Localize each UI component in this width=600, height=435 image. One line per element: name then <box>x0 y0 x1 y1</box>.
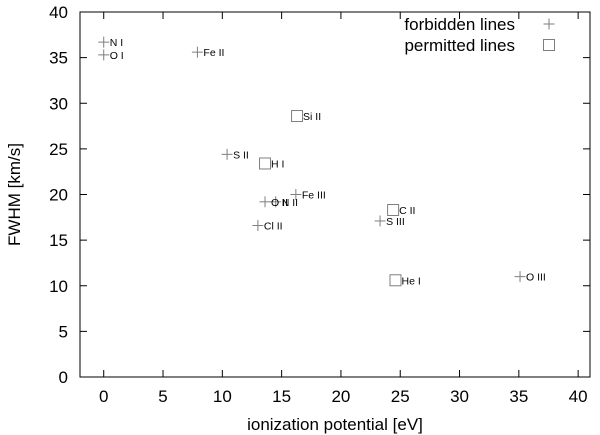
point-label: N I <box>110 37 123 49</box>
y-tick-label: 40 <box>49 3 68 22</box>
legend: forbidden lines permitted lines <box>404 15 555 55</box>
y-axis-title: FWHM [km/s] <box>5 143 24 246</box>
x-tick-label: 35 <box>509 387 528 406</box>
x-axis-title: ionization potential [eV] <box>247 415 423 434</box>
x-tick-label: 40 <box>569 387 588 406</box>
forbidden-line-point <box>98 49 110 61</box>
permitted-line-point <box>291 110 304 123</box>
forbidden-line-point <box>252 220 264 232</box>
legend-entry-label: forbidden lines <box>404 15 515 34</box>
point-label: N II <box>282 197 298 209</box>
y-tick-label: 15 <box>49 231 68 250</box>
y-tick-label: 10 <box>49 277 68 296</box>
forbidden-line-point <box>290 189 302 200</box>
y-tick-label: 30 <box>49 94 68 113</box>
axes <box>79 11 591 378</box>
x-tick-label: 25 <box>391 387 410 406</box>
point-label: O III <box>526 272 546 284</box>
point-label: Fe III <box>302 190 326 202</box>
forbidden-line-point <box>221 148 233 160</box>
legend-plus-symbol <box>543 18 555 30</box>
forbidden-line-point <box>374 215 386 227</box>
point-label: H I <box>271 158 284 170</box>
forbidden-line-point <box>259 196 271 208</box>
x-tick-label: 15 <box>272 387 291 406</box>
x-tick-label: 5 <box>158 387 167 406</box>
point-label: Fe II <box>203 47 224 59</box>
point-label: O I <box>110 50 124 62</box>
y-tick-label: 0 <box>59 368 68 387</box>
x-tick-label: 0 <box>99 387 108 406</box>
forbidden-line-point <box>98 36 110 48</box>
point-label: S III <box>386 216 405 228</box>
point-label: C II <box>399 205 415 217</box>
forbidden-line-point <box>514 271 526 283</box>
y-tick-label: 25 <box>49 140 68 159</box>
y-tick-label: 5 <box>59 322 68 341</box>
point-label: Si II <box>303 111 321 123</box>
forbidden-line-point <box>191 46 203 58</box>
point-label: Cl II <box>264 221 283 233</box>
legend-entry-label: permitted lines <box>404 36 515 55</box>
forbidden-line-point <box>270 196 282 208</box>
point-label: O II <box>271 197 288 209</box>
x-tick-label: 30 <box>450 387 469 406</box>
tick-marks: 0 5 10 15 20 25 30 35 40 0 5 10 15 20 25 30 35 40 <box>49 3 590 406</box>
permitted-line-point <box>387 204 400 217</box>
permitted-line-point <box>259 157 272 170</box>
x-tick-label: 20 <box>331 387 350 406</box>
y-tick-label: 20 <box>49 186 68 205</box>
permitted-line-point <box>389 274 402 287</box>
point-label: He I <box>401 275 420 287</box>
point-label: S II <box>233 149 249 161</box>
legend-square-symbol <box>543 39 555 51</box>
plot-frame <box>79 11 591 378</box>
data-points <box>98 36 526 287</box>
y-tick-label: 35 <box>49 49 68 68</box>
x-tick-label: 10 <box>213 387 232 406</box>
point-labels: N IO I Fe II S II Fe III O IIN II Cl II S III O… <box>110 37 546 287</box>
